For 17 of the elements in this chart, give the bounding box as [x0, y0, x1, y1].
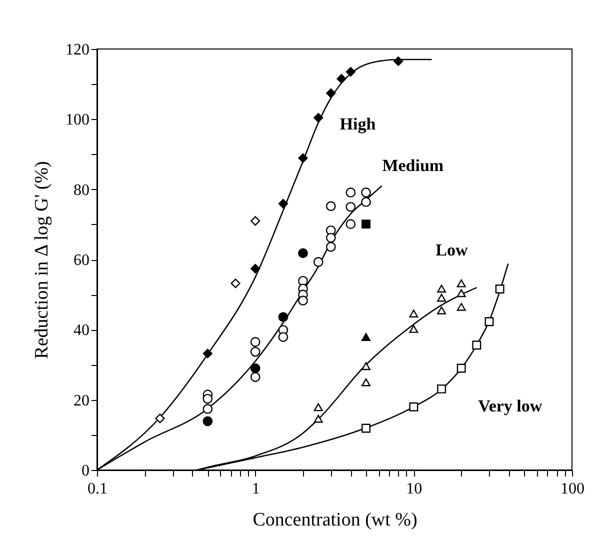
x-tick-label: 10	[406, 480, 422, 498]
y-tick-label: 40	[74, 322, 90, 340]
x-tick-label: 100	[560, 480, 584, 498]
y-tick-label: 60	[74, 252, 90, 269]
y-tick-label: 120	[66, 42, 90, 58]
x-tick-label: 1	[252, 480, 260, 498]
y-tick-label: 0	[82, 462, 90, 480]
series-label: Very low	[478, 396, 543, 416]
x-tick-label: 0.1	[88, 480, 108, 498]
y-tick-label: 20	[74, 392, 90, 410]
y-tick-label: 100	[66, 112, 90, 129]
series-label: Low	[436, 240, 468, 260]
series-label: Medium	[382, 156, 444, 175]
x-axis-title: Concentration (wt %)	[252, 510, 418, 530]
y-tick-label: 80	[74, 182, 90, 199]
y-axis-title: Reduction in Δ log G' (%)	[32, 161, 52, 359]
series-label: High	[340, 114, 376, 134]
